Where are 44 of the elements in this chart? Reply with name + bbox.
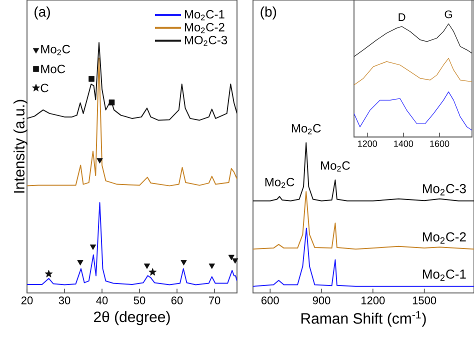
legend-label: Mo$_{2}$C-2 xyxy=(184,22,224,34)
x-tick-label: 1400 xyxy=(394,140,414,147)
point xyxy=(144,264,150,269)
annotation: Mo$_{2}$C xyxy=(321,161,350,172)
y-axis-title: Intensity (a.u.) xyxy=(13,100,28,193)
point xyxy=(96,158,103,164)
x-tick-label: 20 xyxy=(21,296,33,304)
point xyxy=(232,258,238,264)
x-axis-title: 2θ (degree) xyxy=(94,311,170,326)
x-tick-label: 1500 xyxy=(412,296,436,304)
x-tick-label: 1200 xyxy=(358,140,378,147)
point xyxy=(88,76,94,82)
x-tick-label: 40 xyxy=(96,296,108,304)
series-label: Mo$_{2}$C-1 xyxy=(422,270,466,281)
point xyxy=(44,270,53,278)
x-tick-label: 600 xyxy=(262,296,279,304)
point xyxy=(180,260,187,266)
point xyxy=(90,244,96,250)
legend-label: C xyxy=(40,84,48,92)
legend-label: Mo$_{2}$C xyxy=(41,44,70,56)
x-tick-label: 1200 xyxy=(362,296,385,304)
series-label: Mo$_{2}$C-3 xyxy=(422,184,466,196)
point xyxy=(148,268,157,276)
x-axis-title: Raman Shift (cm$^{-1}$) xyxy=(301,311,426,327)
annotation: Mo$_{2}$C xyxy=(265,178,294,188)
x-tick-label: 70 xyxy=(208,296,220,304)
x-tick-label: 60 xyxy=(171,296,183,304)
x-tick-label: 1600 xyxy=(430,140,450,147)
x-tick-label: 50 xyxy=(134,296,146,304)
text: (b) xyxy=(260,6,276,20)
x-tick-label: 30 xyxy=(58,296,70,304)
series-label: Mo$_{2}$C-2 xyxy=(422,232,466,244)
legend-label: MO$_{2}$C-3 xyxy=(184,36,228,46)
point xyxy=(77,260,84,266)
annotation: Mo$_{2}$C xyxy=(292,124,321,134)
annotation: D xyxy=(398,13,406,21)
point xyxy=(108,100,115,106)
point xyxy=(208,264,215,269)
annotation: G xyxy=(444,10,452,18)
legend-label: Mo$_{2}$C-1 xyxy=(184,10,224,20)
legend-label: MoC xyxy=(41,64,66,74)
x-tick-label: 900 xyxy=(312,296,330,304)
text: (a) xyxy=(34,6,50,20)
point xyxy=(228,254,234,260)
